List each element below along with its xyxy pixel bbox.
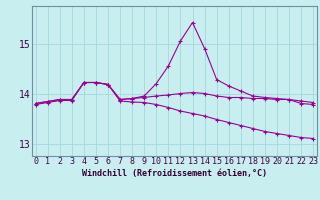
X-axis label: Windchill (Refroidissement éolien,°C): Windchill (Refroidissement éolien,°C)	[82, 169, 267, 178]
